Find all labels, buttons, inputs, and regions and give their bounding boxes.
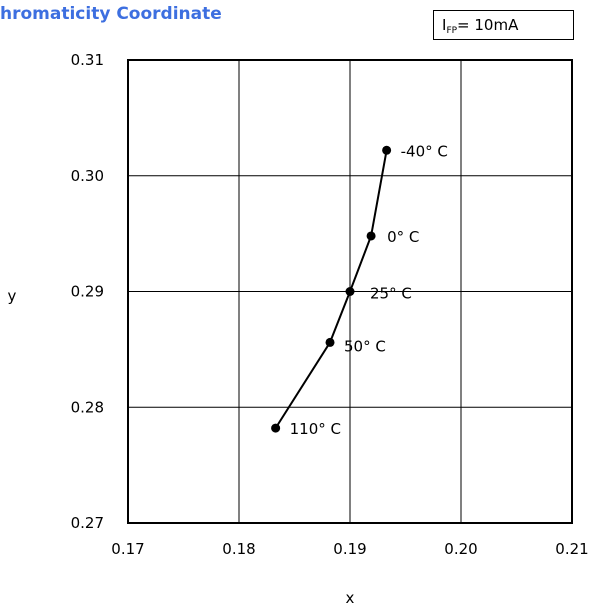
- point-label: 0° C: [387, 228, 419, 246]
- data-points: [271, 145, 392, 433]
- condition-suffix: = 10mA: [457, 16, 519, 34]
- y-tick-label: 0.28: [71, 398, 104, 416]
- x-tick-labels: 0.17 0.18 0.19 0.20 0.21: [111, 540, 588, 558]
- condition-box: IFP= 10mA: [433, 10, 574, 40]
- data-point: [325, 337, 335, 347]
- point-label: 50° C: [344, 337, 386, 355]
- x-axis-label: x: [346, 589, 355, 606]
- point-label: 110° C: [290, 420, 341, 438]
- x-tick-label: 0.20: [444, 540, 477, 558]
- y-tick-label: 0.31: [71, 51, 104, 69]
- y-tick-label: 0.30: [71, 167, 104, 185]
- y-tick-label: 0.29: [71, 283, 104, 301]
- data-point: [345, 287, 355, 296]
- point-label: 25° C: [370, 285, 412, 303]
- y-tick-label: 0.27: [71, 514, 104, 532]
- y-tick-labels: 0.27 0.28 0.29 0.30 0.31: [71, 51, 104, 532]
- condition-prefix: I: [442, 16, 447, 34]
- chart-title: hromaticity Coordinate: [0, 4, 222, 24]
- x-tick-label: 0.21: [555, 540, 588, 558]
- x-tick-label: 0.17: [111, 540, 144, 558]
- plot-frame: [127, 59, 573, 524]
- condition-subscript: FP: [446, 26, 458, 36]
- y-axis-label: y: [8, 287, 17, 305]
- data-point: [382, 145, 392, 155]
- data-point: [366, 231, 376, 241]
- x-tick-label: 0.19: [333, 540, 366, 558]
- point-label: -40° C: [401, 142, 448, 160]
- point-labels: 110° C 50° C 25° C 0° C -40° C: [290, 142, 448, 438]
- x-tick-label: 0.18: [222, 540, 255, 558]
- data-point: [271, 423, 281, 433]
